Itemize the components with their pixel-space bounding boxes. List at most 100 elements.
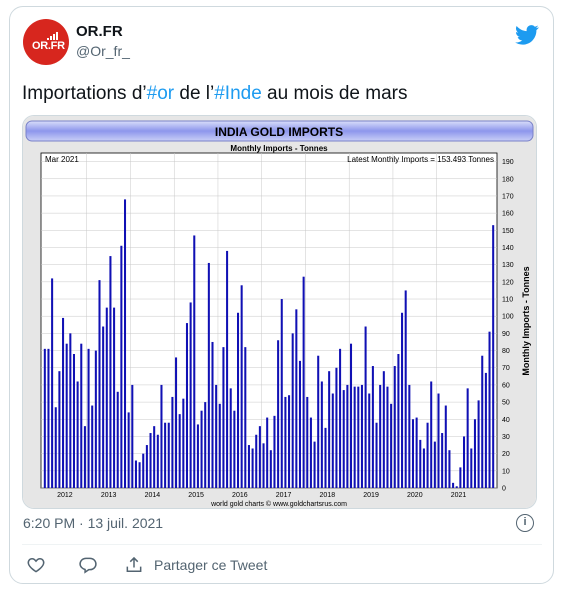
y-axis-label: Monthly Imports - Tonnes [521,266,531,375]
bar [298,360,302,488]
chart-date-label: Mar 2021 [45,155,79,164]
x-tick-label: 2017 [276,492,292,499]
y-tick-label: 130 [502,262,514,269]
heart-icon [27,557,45,573]
bar [120,245,123,488]
bar [437,393,440,488]
bar [328,371,331,488]
bar [397,354,400,488]
twitter-bird-icon[interactable] [515,25,539,45]
bar [153,426,156,488]
bar [204,402,207,488]
share-icon [126,556,142,572]
author-name[interactable]: OR.FR [76,23,123,40]
x-tick-label: 2016 [232,492,248,499]
bar [72,354,76,488]
bar [455,486,458,488]
tweet-timestamp[interactable]: 6:20 PM · 13 juil. 2021 [23,515,164,531]
bar [47,348,50,488]
bar [240,285,243,488]
reply-bubble-icon [79,557,97,574]
bar [419,439,422,488]
bar [193,235,196,488]
tweet-image[interactable]: INDIA GOLD IMPORTS Monthly Imports - Ton… [22,115,537,509]
hashtag-inde[interactable]: #Inde [214,83,262,104]
bar [415,417,418,488]
bar [134,460,137,488]
chart-subtitle: Monthly Imports - Tonnes [230,144,328,153]
bar [200,410,203,488]
bar [477,400,480,488]
bar [295,309,298,488]
y-tick-label: 40 [502,417,510,424]
bar [364,326,367,488]
bar [273,415,276,488]
bar [422,448,425,488]
bar [142,453,145,488]
bar [196,424,199,488]
text-part: Importations d’ [22,83,147,104]
author-handle[interactable]: @Or_fr_ [76,43,130,59]
text-part: de l’ [174,83,215,104]
bar [178,414,181,488]
hashtag-or[interactable]: #or [146,83,175,104]
bar [269,450,272,488]
bar [131,384,134,488]
bar [51,278,54,488]
bar [462,436,466,488]
bar [386,386,389,488]
bar [375,422,378,488]
avatar[interactable]: OR.FR [23,19,69,65]
bar [189,302,192,488]
y-tick-label: 150 [502,228,514,235]
bar [342,390,345,488]
y-tick-label: 80 [502,348,510,355]
y-tick-label: 90 [502,331,510,338]
divider [22,544,542,545]
bar [54,407,57,488]
bar [346,384,349,488]
y-tick-label: 120 [502,279,514,286]
like-button[interactable] [26,555,46,575]
share-label: Partager ce Tweet [154,557,268,573]
bar [288,395,291,488]
reply-button[interactable] [78,555,98,575]
bar [218,403,221,488]
bar [109,256,112,488]
info-icon[interactable]: i [516,514,534,532]
bar [284,396,287,488]
bar [452,482,455,488]
x-tick-label: 2013 [101,492,117,499]
bar [76,381,79,488]
bar [211,341,214,488]
bar [266,417,269,488]
bar [368,393,371,488]
bar [65,343,68,488]
bar [382,371,385,488]
tweet-card[interactable]: OR.FR OR.FR @Or_fr_ Importations d’#or d… [9,6,554,584]
signal-bars-icon [47,32,59,40]
share-button[interactable]: Partager ce Tweet [124,555,267,575]
bar [433,441,436,488]
bar [156,434,159,488]
y-tick-label: 100 [502,314,514,321]
bar [324,427,327,488]
bar [379,384,382,488]
bar [251,448,254,488]
bar [360,384,363,488]
bar [58,371,61,488]
bars [43,199,495,488]
y-tick-label: 0 [502,486,506,493]
bar [357,386,360,488]
bar [280,299,283,488]
x-tick-label: 2014 [145,492,161,499]
bar [127,412,130,488]
bar [339,348,342,488]
y-tick-label: 190 [502,159,514,166]
bar [430,381,433,488]
x-tick-label: 2020 [407,492,423,499]
chart-credit: world gold charts © www.goldchartsrus.co… [210,500,347,508]
plot-area [40,152,498,489]
bar [123,199,127,488]
bar [247,445,250,488]
